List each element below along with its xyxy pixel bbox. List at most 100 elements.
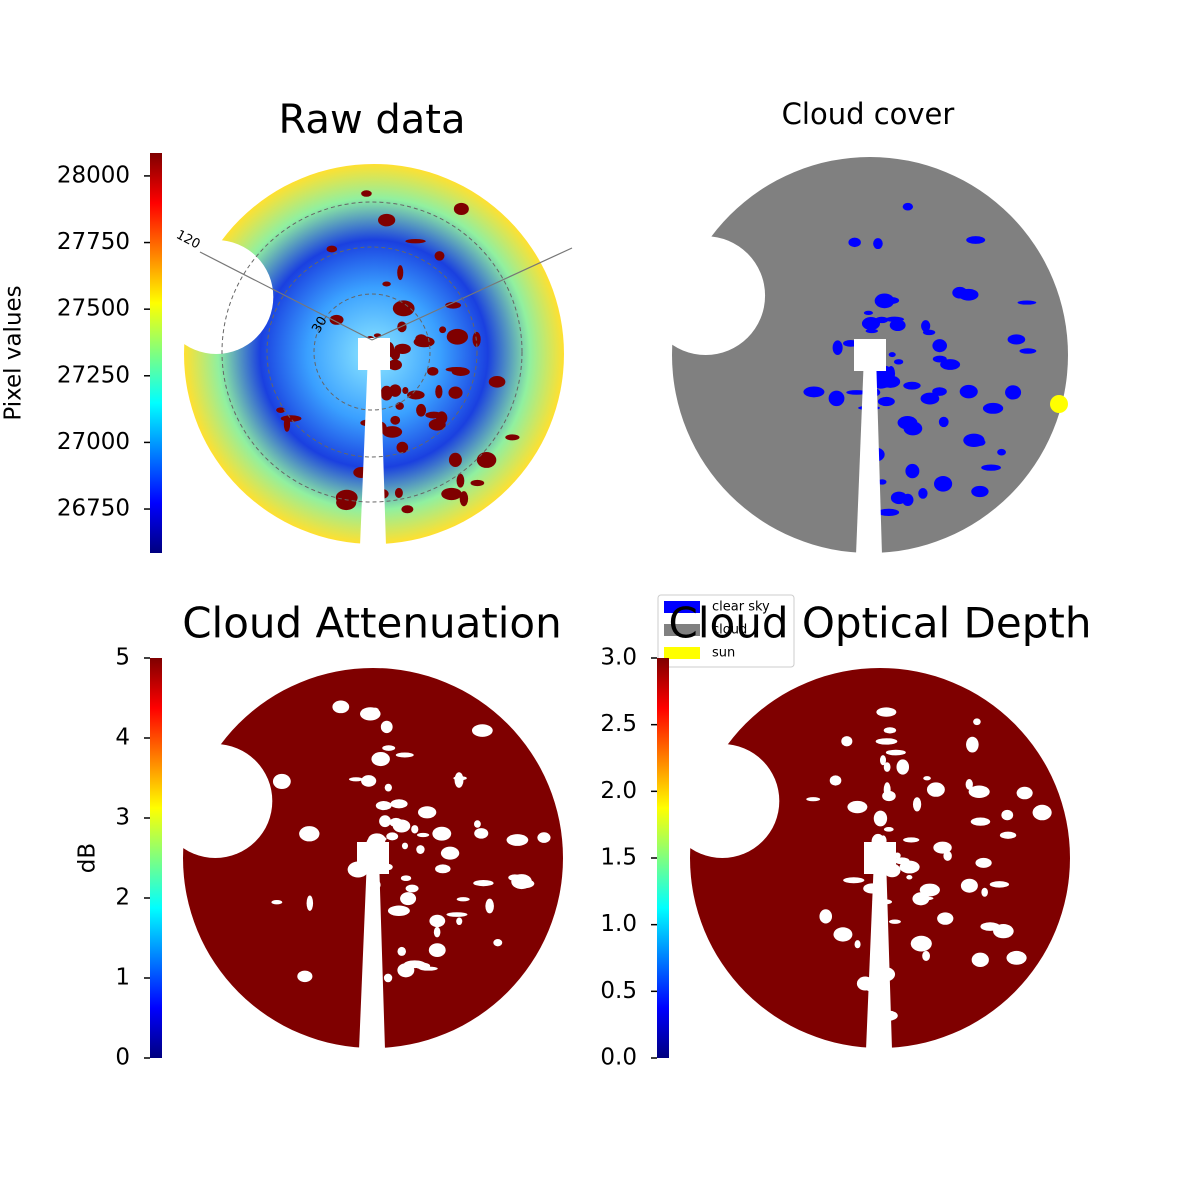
cloud-patch: [965, 779, 973, 790]
cloud-patch: [435, 385, 443, 399]
cloud-patch: [416, 403, 427, 417]
cloud-patch: [473, 880, 494, 887]
cloud-patch: [937, 912, 954, 925]
cloud-patch: [873, 810, 888, 827]
colorbar-tick-label: 3: [115, 805, 130, 831]
cloud-patch: [299, 826, 320, 842]
colorbar-tick-label: 1: [115, 965, 130, 991]
cloud-patch: [441, 487, 462, 501]
cloud-patch: [392, 819, 411, 833]
cloud-patch: [974, 438, 986, 446]
cloud-patch: [829, 775, 842, 786]
cloud-patch: [806, 797, 821, 802]
cloud-patch: [473, 820, 481, 828]
cloud-patch: [401, 842, 409, 850]
cloud-patch: [396, 441, 409, 454]
image-mask: [158, 744, 273, 858]
cloud-patch: [276, 407, 286, 413]
cloud-patch: [922, 950, 930, 961]
cloud-patch: [1007, 334, 1026, 345]
mask-arm: [866, 858, 892, 1050]
azimuth-line: [199, 251, 373, 341]
cloud-patch: [899, 860, 920, 874]
colorbar-tick-label: 27500: [57, 296, 130, 322]
cloud-patch: [416, 832, 430, 838]
cloud-patch: [932, 387, 947, 396]
cloud-patch: [833, 927, 853, 942]
cloud-patch: [428, 943, 446, 957]
legend-label: sun: [712, 646, 735, 661]
cloud-patch: [405, 884, 419, 893]
mask-block: [854, 339, 886, 371]
cloud-patch: [893, 359, 904, 365]
cloud-patch: [902, 202, 914, 211]
colorbar-label: Pixel values: [1, 285, 27, 420]
cloud-patch: [938, 416, 949, 428]
cloud-patch: [506, 834, 529, 846]
cloud-patch: [476, 452, 497, 468]
mask-block: [358, 338, 390, 370]
cloud-patch: [1032, 804, 1052, 821]
cloud-patch: [966, 736, 979, 753]
cloud-patch: [876, 707, 897, 717]
cloud-patch: [397, 265, 404, 281]
cloud-patch: [975, 857, 992, 868]
cloud-patch: [997, 448, 1006, 456]
cloud-patch: [395, 752, 414, 758]
cloud-patch: [875, 738, 898, 745]
cloud-patch: [877, 479, 887, 485]
cloud-patch: [392, 300, 415, 317]
cloud-patch: [360, 707, 381, 721]
cloud-patch: [1005, 385, 1022, 400]
cloud-patch: [448, 386, 463, 399]
mask-arm: [360, 354, 386, 546]
cloud-patch: [400, 875, 412, 882]
image-mask: [159, 240, 274, 354]
cloud-patch: [371, 752, 390, 767]
cloud-patch: [933, 476, 953, 492]
cloud-patch: [932, 339, 948, 353]
cloud-patch: [428, 418, 446, 431]
cloud-patch: [380, 720, 393, 734]
azimuth-line: [371, 247, 573, 341]
legend-swatch: [664, 601, 700, 613]
cloud-patch: [889, 319, 906, 332]
cloud-patch: [439, 326, 447, 334]
image-mask: [646, 236, 766, 355]
cloud-patch: [960, 878, 978, 893]
cloud-patch: [297, 970, 313, 983]
colorbar-tick-label: 27250: [57, 362, 130, 388]
panel-title: Cloud Attenuation: [182, 599, 562, 648]
cloud-patch: [883, 762, 891, 772]
cloud-patch: [865, 328, 878, 334]
cloud-patch: [863, 310, 873, 315]
image-mask: [665, 744, 780, 858]
cloud-patch: [433, 926, 441, 938]
colorbar-tick-label: 1.0: [600, 911, 637, 937]
cloud-patch: [843, 877, 865, 884]
cloud-patch: [1006, 950, 1027, 965]
cloud-patch: [306, 895, 314, 911]
colorbar-label: dB: [75, 843, 101, 873]
cloud-patch: [390, 415, 401, 425]
cloud-patch: [397, 963, 415, 978]
colorbar: [657, 658, 669, 1058]
cloud-patch: [397, 946, 406, 956]
mask-block: [357, 842, 389, 874]
cloud-patch: [511, 874, 532, 890]
cloud-patch: [982, 402, 1004, 414]
cloud-patch: [435, 864, 451, 874]
cloud-patch: [879, 755, 887, 766]
cloud-patch: [419, 966, 438, 971]
cloud-patch: [932, 355, 947, 363]
colorbar-tick-label: 0: [115, 1045, 130, 1071]
cloud-patch: [926, 782, 945, 797]
cloud-patch: [386, 832, 399, 841]
cloud-patch: [407, 390, 425, 400]
cloud-patch: [459, 491, 469, 507]
legend-label: cloud: [712, 623, 747, 638]
cloud-patch: [970, 817, 991, 826]
cloud-patch: [395, 402, 404, 410]
cloud-patch: [883, 727, 897, 734]
